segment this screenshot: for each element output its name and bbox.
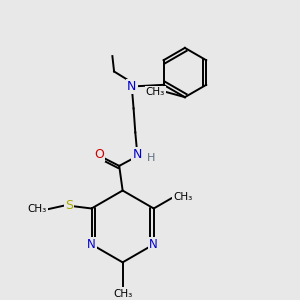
Text: N: N [87,238,96,251]
Text: S: S [65,199,73,212]
Text: CH₃: CH₃ [146,87,165,97]
Text: O: O [94,148,104,161]
Text: H: H [147,153,155,163]
Text: CH₃: CH₃ [28,204,47,214]
Text: N: N [132,148,142,161]
Text: N: N [127,80,136,93]
Text: CH₃: CH₃ [173,191,193,202]
Text: CH₃: CH₃ [113,289,132,299]
Text: N: N [149,238,158,251]
